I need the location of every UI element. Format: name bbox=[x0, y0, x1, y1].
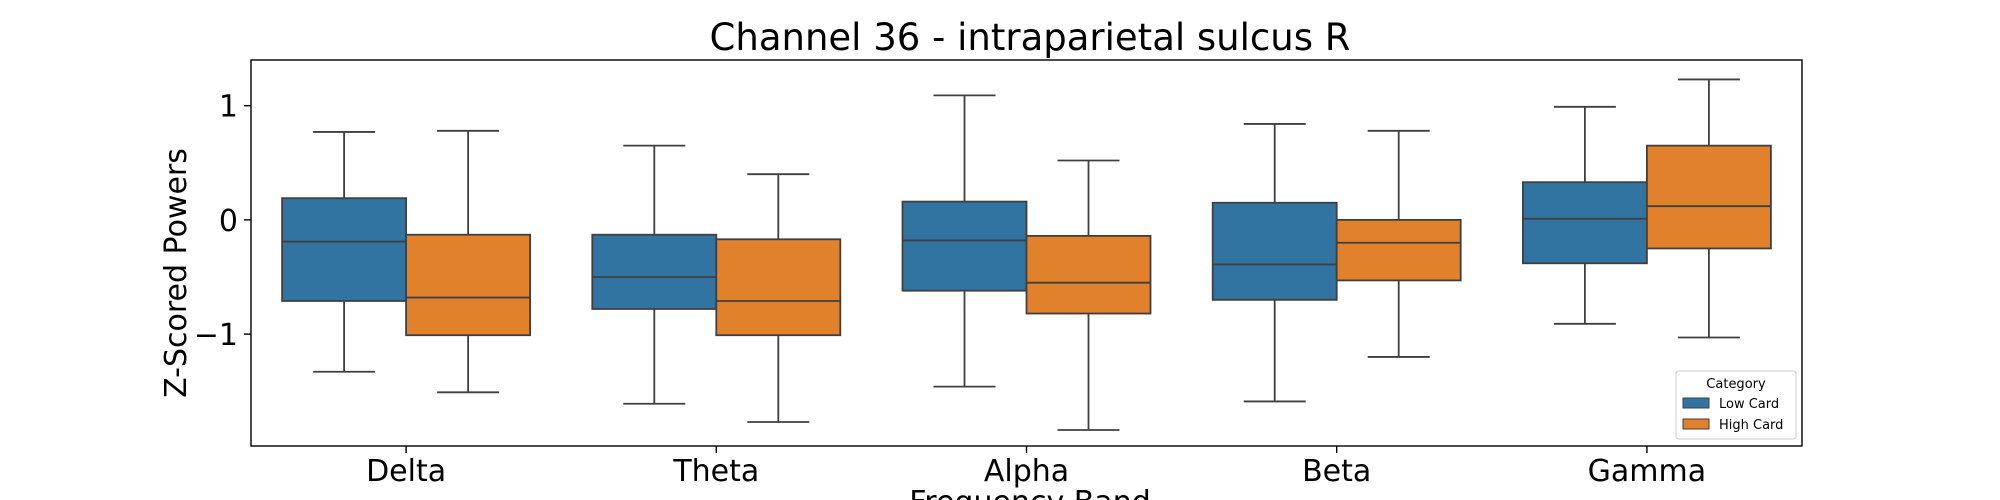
y-tick-label: −1 bbox=[194, 318, 238, 353]
x-tick-label-delta: Delta bbox=[366, 454, 446, 489]
box-high-card-gamma bbox=[1646, 144, 1772, 250]
y-tick-label: 0 bbox=[219, 204, 238, 239]
y-tick-label: 1 bbox=[219, 90, 238, 125]
plot-frame bbox=[250, 59, 1803, 447]
box-low-card-delta bbox=[281, 197, 408, 302]
box-low-card-gamma bbox=[1522, 181, 1648, 265]
y-axis-label: Z-Scored Powers bbox=[159, 148, 194, 398]
box-high-card-alpha bbox=[1025, 234, 1152, 315]
legend-label-low-card: Low Card bbox=[1719, 397, 1779, 412]
x-tick-label-alpha: Alpha bbox=[984, 454, 1069, 489]
x-tick-label-theta: Theta bbox=[672, 454, 759, 489]
box-high-card-delta bbox=[405, 233, 532, 337]
plot-area: 1 0 −1 Delta Theta Alpha Beta Gamma bbox=[194, 78, 1772, 489]
legend-swatch-low-card bbox=[1682, 397, 1710, 409]
x-tick-label-gamma: Gamma bbox=[1588, 454, 1706, 489]
legend: Category Low Card High Card bbox=[1675, 370, 1797, 440]
legend-swatch-high-card bbox=[1682, 418, 1710, 430]
box-low-card-theta bbox=[591, 233, 718, 310]
x-axis-label: Frequency Band bbox=[909, 485, 1151, 500]
chart-title: Channel 36 - intraparietal sulcus R bbox=[710, 16, 1351, 59]
legend-label-high-card: High Card bbox=[1719, 418, 1783, 433]
box-high-card-beta bbox=[1335, 218, 1462, 282]
box-low-card-alpha bbox=[901, 200, 1028, 292]
x-tick-label-beta: Beta bbox=[1302, 454, 1371, 489]
box-low-card-beta bbox=[1211, 201, 1338, 301]
box-high-card-theta bbox=[715, 238, 842, 337]
legend-title: Category bbox=[1706, 377, 1766, 392]
